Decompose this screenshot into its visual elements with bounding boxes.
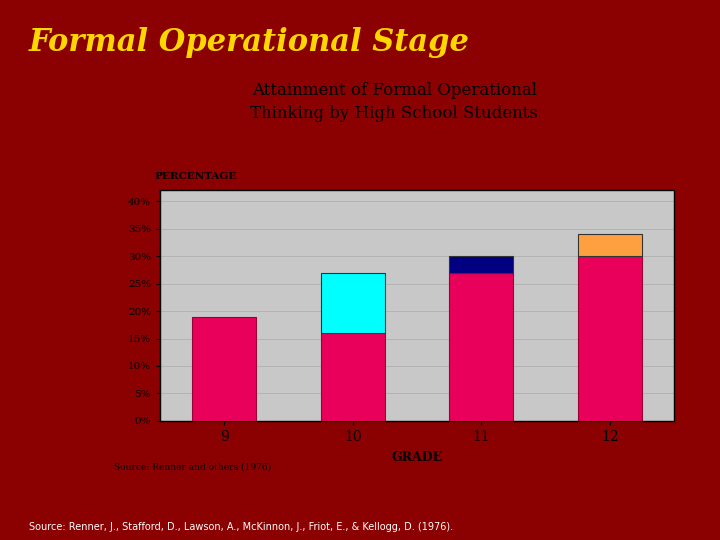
Bar [577,256,642,421]
Text: Attainment of Formal Operational
Thinking by High School Students: Attainment of Formal Operational Thinkin… [251,83,538,122]
Text: PERCENTAGE: PERCENTAGE [155,172,237,181]
Bar [449,273,513,421]
Text: Formal Operational Stage: Formal Operational Stage [29,27,469,58]
X-axis label: GRADE: GRADE [392,451,443,464]
Bar [320,273,385,333]
Bar [577,234,642,256]
Text: Source: Renner and others (1976): Source: Renner and others (1976) [114,463,271,472]
Text: Source: Renner, J., Stafford, D., Lawson, A., McKinnon, J., Friot, E., & Kellogg: Source: Renner, J., Stafford, D., Lawson… [29,522,453,532]
Bar [192,316,256,421]
Bar [449,256,513,273]
Bar [320,333,385,421]
